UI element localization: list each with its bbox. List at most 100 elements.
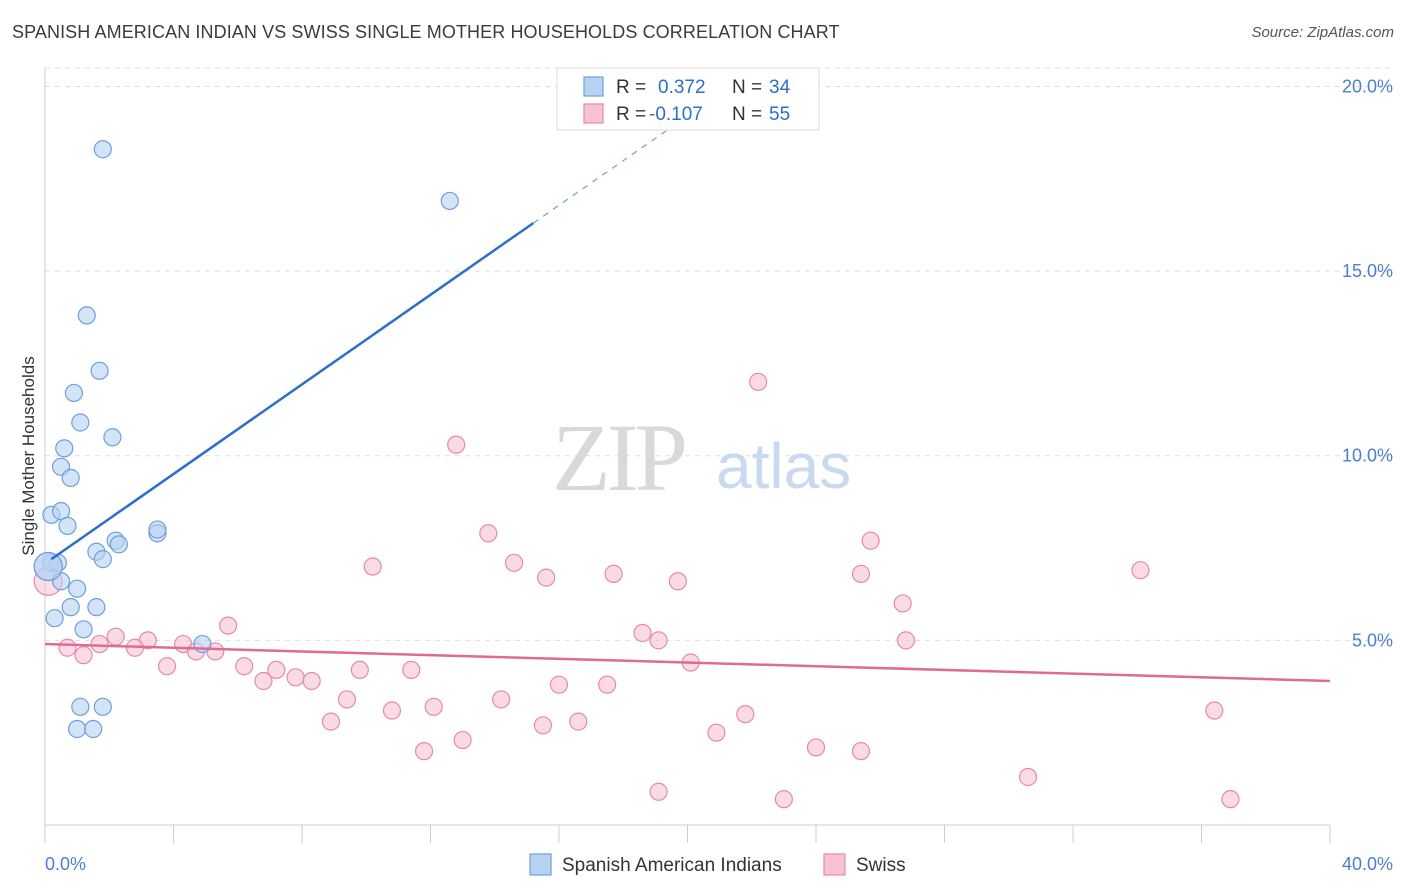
data-point-spanish-american-indians	[84, 719, 103, 739]
data-point-spanish-american-indians	[64, 383, 84, 403]
data-point-swiss	[219, 616, 238, 635]
data-point-spanish-american-indians	[68, 719, 87, 739]
data-point-spanish-american-indians	[90, 361, 109, 380]
data-point-swiss	[537, 568, 556, 587]
data-point-swiss	[414, 742, 434, 761]
data-point-swiss	[74, 646, 93, 665]
stats-r-label: R =	[616, 104, 646, 125]
data-point-spanish-american-indians	[71, 697, 90, 716]
data-point-spanish-american-indians	[71, 413, 90, 432]
data-point-swiss	[363, 557, 382, 576]
data-point-swiss	[604, 564, 623, 583]
y-axis-title: Single Mother Households	[19, 356, 38, 555]
data-point-swiss	[254, 671, 273, 691]
data-point-swiss	[851, 564, 871, 583]
data-point-swiss	[58, 638, 77, 657]
data-point-swiss	[668, 572, 687, 591]
watermark: ZIP atlas	[552, 404, 851, 511]
data-point-swiss	[447, 435, 466, 454]
data-point-swiss	[492, 690, 511, 709]
legend-label-swiss: Swiss	[856, 855, 906, 876]
data-point-swiss	[533, 716, 553, 735]
data-point-spanish-american-indians	[109, 535, 128, 554]
data-point-spanish-american-indians	[61, 468, 80, 487]
data-point-swiss	[267, 660, 286, 680]
data-point-swiss	[157, 657, 177, 676]
data-point-swiss	[806, 738, 826, 757]
data-point-spanish-american-indians	[93, 697, 112, 716]
data-point-spanish-american-indians	[74, 620, 93, 639]
stats-r-value: 0.372	[658, 77, 706, 98]
stats-box: R = 0.372 N = 34 R = -0.107 N = 55	[556, 67, 820, 131]
stats-swatch-pink	[583, 103, 604, 124]
chart-title: SPANISH AMERICAN INDIAN VS SWISS SINGLE …	[12, 22, 840, 42]
stats-r-label: R =	[616, 77, 646, 98]
data-point-spanish-american-indians	[93, 140, 112, 159]
legend: Spanish American Indians Swiss	[529, 853, 906, 876]
data-point-swiss	[633, 623, 652, 643]
data-point-swiss	[649, 782, 668, 801]
data-point-swiss	[707, 723, 726, 742]
data-point-swiss	[286, 668, 305, 687]
data-point-swiss	[598, 675, 617, 694]
data-point-swiss	[90, 634, 109, 654]
source-label: Source: ZipAtlas.com	[1251, 24, 1394, 41]
data-point-spanish-american-indians	[45, 609, 64, 628]
data-point-swiss	[350, 660, 369, 680]
legend-label-spanish-american-indians: Spanish American Indians	[562, 855, 782, 876]
data-point-spanish-american-indians	[193, 634, 212, 654]
data-point-swiss	[337, 690, 357, 709]
y-tick-label: 10.0%	[1342, 446, 1393, 466]
trend-line-swiss	[44, 642, 1331, 683]
stats-swatch-blue	[583, 76, 604, 97]
data-point-swiss	[479, 524, 498, 543]
data-point-spanish-american-indians	[58, 516, 77, 535]
data-point-swiss	[453, 730, 472, 750]
y-tick-label: 5.0%	[1352, 630, 1393, 650]
stats-n-label: N =	[732, 104, 762, 125]
data-point-swiss	[302, 671, 321, 691]
watermark-zip: ZIP	[552, 404, 685, 511]
stats-r-value: -0.107	[649, 104, 703, 125]
data-point-spanish-american-indians	[93, 550, 112, 569]
data-point-spanish-american-indians	[87, 598, 106, 617]
x-tick-label: 0.0%	[45, 854, 86, 874]
data-point-spanish-american-indians	[103, 428, 122, 447]
stats-n-value: 34	[769, 77, 791, 98]
trend-lines	[44, 115, 1331, 683]
data-point-swiss	[549, 675, 569, 694]
legend-swatch-spanish-american-indians	[529, 853, 552, 876]
y-tick-label: 15.0%	[1342, 261, 1393, 281]
axes: 0.0% 40.0%	[44, 68, 1393, 874]
data-point-spanish-american-indians	[55, 439, 74, 458]
data-point-swiss	[861, 531, 880, 550]
data-point-swiss	[321, 712, 341, 731]
trend-line-spanish-american-indians	[50, 222, 535, 561]
data-point-swiss	[106, 627, 125, 646]
data-point-swiss	[1018, 767, 1038, 787]
stats-n-value: 55	[769, 104, 790, 125]
data-point-swiss	[896, 631, 916, 650]
y-tick-label: 20.0%	[1342, 76, 1393, 96]
data-point-swiss	[424, 697, 443, 716]
data-point-swiss	[382, 701, 402, 720]
data-point-spanish-american-indians	[77, 306, 96, 325]
data-point-swiss	[1221, 790, 1240, 809]
data-point-swiss	[736, 705, 755, 724]
data-point-spanish-american-indians	[61, 598, 80, 617]
data-point-swiss	[749, 372, 768, 391]
grid: 5.0% 10.0% 15.0% 20.0%	[45, 67, 1395, 650]
x-tick-label: 40.0%	[1342, 854, 1393, 874]
data-point-spanish-american-indians	[68, 579, 87, 598]
data-point-swiss	[235, 657, 254, 676]
data-point-spanish-american-indians	[148, 520, 167, 539]
series-spanish-american-indians	[33, 140, 459, 739]
trend-extension-spanish-american-indians	[532, 115, 688, 224]
stats-n-label: N =	[732, 77, 762, 98]
legend-swatch-swiss	[823, 853, 846, 876]
data-point-swiss	[649, 631, 668, 650]
data-point-swiss	[569, 712, 588, 731]
data-point-swiss	[851, 742, 871, 761]
data-point-swiss	[893, 594, 912, 613]
